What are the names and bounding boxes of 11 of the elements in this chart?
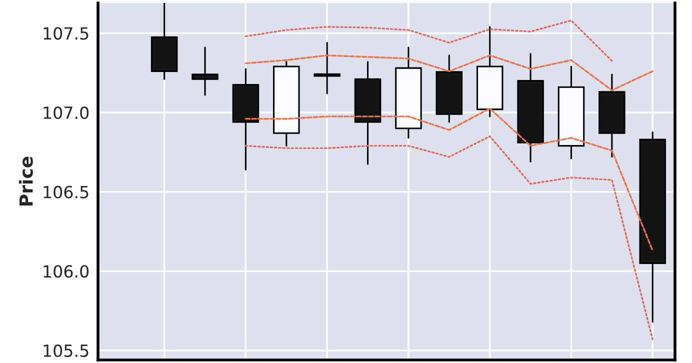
y-tick-label: 107.5 — [44, 27, 88, 40]
y-axis-title: Price — [18, 156, 33, 206]
line-series — [244, 135, 654, 340]
y-tick-label: 106.5 — [44, 186, 88, 198]
line-series — [244, 20, 613, 62]
candlestick — [314, 42, 340, 94]
y-tick-label: 105.5 — [44, 344, 88, 358]
y-tick-label: 106.0 — [44, 265, 89, 278]
candlestick — [192, 46, 218, 96]
y-tick-label: 107.0 — [44, 106, 89, 120]
line-series — [244, 54, 654, 92]
